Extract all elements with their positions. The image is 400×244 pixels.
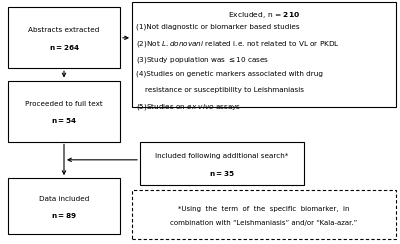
Text: (3)Study population was $\leq$10 cases: (3)Study population was $\leq$10 cases — [136, 55, 269, 65]
Text: Proceeded to full text: Proceeded to full text — [25, 101, 103, 107]
Bar — [8, 81, 120, 142]
Text: $\mathbf{n= 264}$: $\mathbf{n= 264}$ — [48, 43, 80, 52]
Text: Abstracts extracted: Abstracts extracted — [28, 28, 100, 33]
Text: (5)Studies on $\mathit{ex}$ $\mathit{vivo}$ assays: (5)Studies on $\mathit{ex}$ $\mathit{viv… — [136, 102, 241, 112]
Text: (1)Not diagnostic or biomarker based studies: (1)Not diagnostic or biomarker based stu… — [136, 23, 300, 30]
Bar — [8, 178, 120, 234]
Text: resistance or susceptibility to Leishmaniasis: resistance or susceptibility to Leishman… — [136, 87, 304, 93]
Text: (2)Not $\mathit{L. donovani}$ related i.e. not related to VL or PKDL: (2)Not $\mathit{L. donovani}$ related i.… — [136, 39, 340, 49]
Bar — [8, 7, 120, 68]
Bar — [140, 142, 304, 185]
Text: $\mathbf{n=54}$: $\mathbf{n=54}$ — [51, 116, 77, 125]
Text: Data included: Data included — [39, 196, 89, 202]
Bar — [132, 2, 396, 107]
Text: (4)Studies on genetic markers associated with drug: (4)Studies on genetic markers associated… — [136, 71, 323, 77]
Text: Included following additional search*: Included following additional search* — [155, 153, 289, 159]
Text: combination with “Leishmaniasis” and/or “Kala-azar.”: combination with “Leishmaniasis” and/or … — [170, 220, 358, 226]
Bar — [132, 190, 396, 239]
Text: Excluded, n = $\mathbf{210}$: Excluded, n = $\mathbf{210}$ — [228, 10, 300, 20]
Text: $\mathbf{n = 35}$: $\mathbf{n = 35}$ — [209, 169, 235, 178]
Text: *Using  the  term  of  the  specific  biomarker,  in: *Using the term of the specific biomarke… — [178, 206, 350, 212]
Text: $\mathbf{n= 89}$: $\mathbf{n= 89}$ — [51, 212, 77, 220]
